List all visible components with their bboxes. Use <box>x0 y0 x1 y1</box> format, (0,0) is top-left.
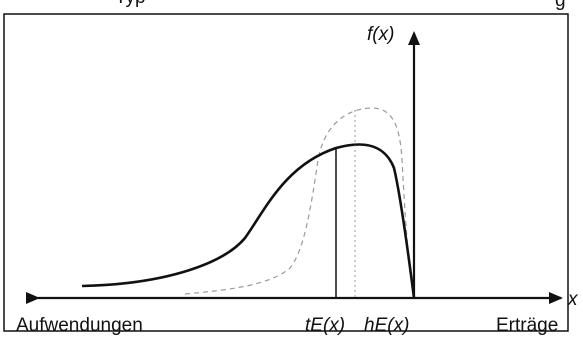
right-end-label: Erträge <box>496 315 558 336</box>
he-label: hE(x) <box>364 315 409 336</box>
y-axis-label: f(x) <box>367 24 394 45</box>
header-fragment-right: g <box>555 0 566 11</box>
te-label: tE(x) <box>305 315 345 336</box>
header-fragment-left: Typ <box>115 0 146 8</box>
diagram-frame <box>3 13 569 332</box>
dashed-curve <box>184 107 415 299</box>
left-end-label: Aufwendungen <box>16 315 143 336</box>
solid-curve <box>81 143 416 299</box>
x-axis-label: x <box>567 289 579 310</box>
